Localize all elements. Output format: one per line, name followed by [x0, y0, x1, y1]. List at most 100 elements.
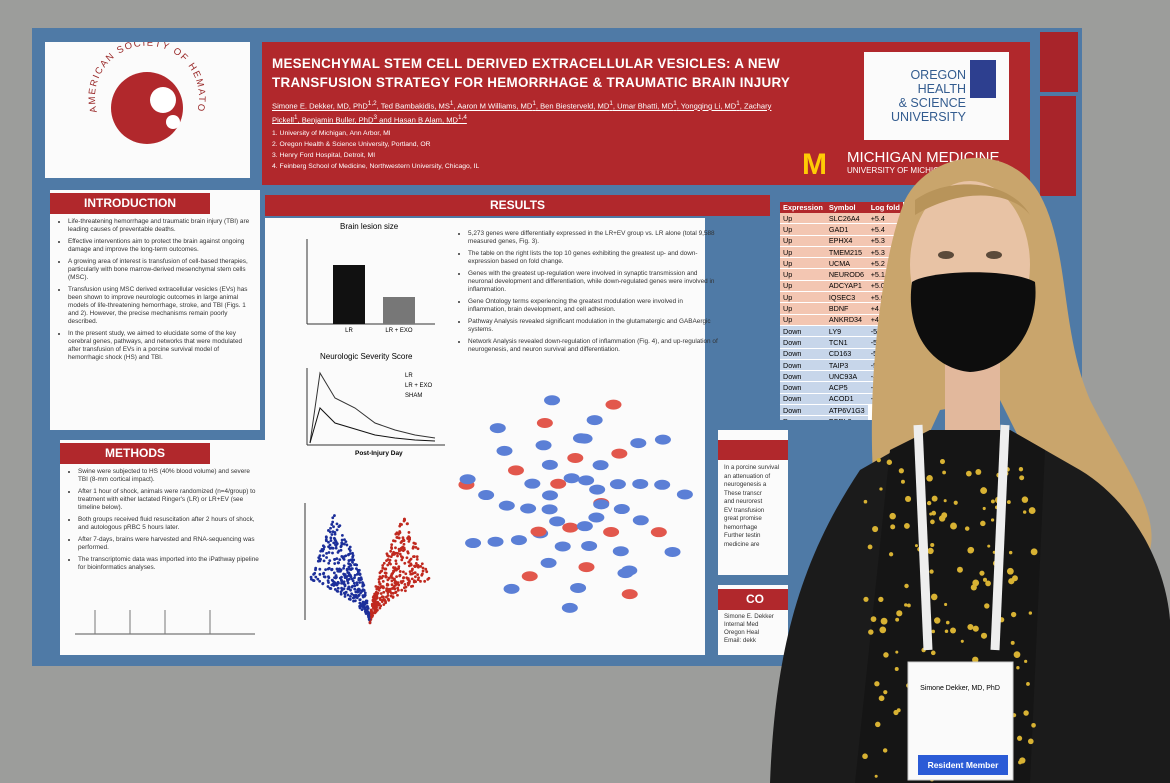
- author-name: , Ben Biesterveld, MD: [535, 101, 610, 111]
- table-cell: UCMA: [825, 257, 868, 270]
- author-name: , Benjamin Buller, PhD: [297, 115, 374, 125]
- table-cell: SLC26A4: [825, 213, 868, 225]
- side-line: Further testin: [724, 532, 761, 539]
- volcano-dot: [365, 601, 369, 605]
- bullet: The table on the right lists the top 10 …: [468, 250, 718, 266]
- network-node: [520, 503, 537, 514]
- volcano-dot: [420, 562, 424, 566]
- volcano-dot: [333, 514, 336, 517]
- volcano-dot: [394, 562, 398, 566]
- shirt-dot: [945, 620, 950, 625]
- badge-member: Resident Member: [928, 760, 1000, 770]
- fig1-plot: LR LR + EXO: [306, 239, 435, 334]
- volcano-dot: [327, 540, 330, 544]
- volcano-dot: [322, 554, 325, 558]
- volcano-dot: [416, 573, 420, 577]
- network-node: [576, 521, 593, 532]
- volcano-dot: [394, 532, 398, 536]
- volcano-dot: [325, 556, 328, 559]
- author-name: , Zachary Pickell: [272, 101, 772, 125]
- volcano-dot: [362, 601, 366, 605]
- volcano-dot: [397, 583, 401, 587]
- volcano-dot: [322, 572, 325, 576]
- shirt-dot: [878, 695, 885, 702]
- volcano-dot: [313, 571, 317, 575]
- network-figure: [458, 395, 693, 613]
- volcano-dot: [337, 525, 341, 529]
- volcano-dot: [411, 567, 414, 571]
- volcano-dot: [356, 590, 360, 594]
- bullet: Pathway Analysis revealed significant mo…: [468, 318, 718, 334]
- volcano-dot: [412, 545, 415, 549]
- volcano-dot: [349, 588, 352, 592]
- volcano-dot: [343, 595, 347, 598]
- volcano-dot: [353, 573, 357, 577]
- network-node: [563, 473, 580, 484]
- ohsu-line: & SCIENCE: [898, 96, 966, 110]
- volcano-dot: [409, 572, 413, 576]
- shirt-dot: [1006, 567, 1014, 575]
- volcano-dot: [340, 579, 344, 583]
- table-cell: Up: [780, 213, 826, 225]
- volcano-dot: [389, 549, 393, 553]
- volcano-dot: [349, 575, 353, 579]
- volcano-dot: [335, 522, 339, 526]
- volcano-dot: [386, 591, 390, 595]
- shirt-dot: [982, 506, 986, 511]
- network-node: [578, 475, 595, 486]
- network-node: [540, 557, 557, 568]
- shirt-dot: [944, 629, 949, 634]
- shirt-dot: [880, 617, 888, 625]
- volcano-dot: [328, 543, 332, 547]
- volcano-dot: [390, 543, 394, 547]
- volcano-dot: [326, 585, 330, 588]
- methods-heading: METHODS: [60, 443, 210, 464]
- bullet: Swine were subjected to HS (40% blood vo…: [78, 468, 259, 484]
- volcano-dot: [400, 588, 404, 592]
- shirt-dot: [965, 470, 972, 477]
- volcano-dot: [338, 576, 342, 580]
- volcano-dot: [366, 614, 370, 618]
- volcano-dot: [353, 599, 357, 603]
- volcano-dot: [343, 576, 347, 579]
- bullet: Effective interventions aim to protect t…: [68, 238, 254, 254]
- volcano-dot: [406, 551, 410, 555]
- side-line: hemorrhage: [724, 523, 758, 531]
- network-node: [654, 479, 671, 490]
- volcano-dot: [330, 533, 334, 536]
- volcano-dot: [374, 585, 378, 588]
- table-cell: TCN1: [825, 336, 868, 349]
- volcano-dot: [335, 528, 339, 532]
- volcano-dot: [385, 575, 388, 579]
- shirt-dot: [926, 474, 933, 482]
- volcano-dot: [404, 589, 407, 593]
- volcano-dot: [390, 579, 394, 583]
- methods-panel: METHODS Swine were subjected to HS (40% …: [60, 440, 265, 655]
- ohsu-logo: OREGON HEALTH & SCIENCE UNIVERSITY: [864, 52, 1009, 140]
- table-cell: ADCYAP1: [825, 280, 868, 293]
- network-node: [654, 434, 671, 445]
- m-logo: M: [802, 148, 827, 181]
- shirt-dot: [1021, 496, 1029, 503]
- shirt-dot: [930, 542, 935, 548]
- table-row: Down ATP6V1G3: [780, 404, 903, 417]
- network-node: [632, 478, 649, 489]
- volcano-dot: [351, 555, 355, 559]
- table-cell: GAD1: [825, 223, 868, 236]
- table-cell: +5.3: [867, 246, 903, 259]
- network-node: [621, 589, 638, 600]
- table-cell: NEUROD6: [825, 268, 868, 281]
- volcano-dot: [415, 564, 418, 568]
- volcano-dot: [348, 562, 352, 566]
- volcano-dot: [358, 598, 362, 602]
- volcano-dot: [402, 517, 406, 521]
- volcano-dot: [321, 544, 325, 548]
- network-node: [541, 490, 558, 501]
- volcano-dot: [400, 539, 404, 543]
- volcano-dot: [360, 577, 363, 581]
- shirt-dot: [886, 459, 893, 465]
- volcano-dot: [361, 584, 365, 588]
- network-node: [603, 527, 620, 538]
- side-tab: [1040, 96, 1076, 196]
- volcano-dot: [405, 576, 409, 580]
